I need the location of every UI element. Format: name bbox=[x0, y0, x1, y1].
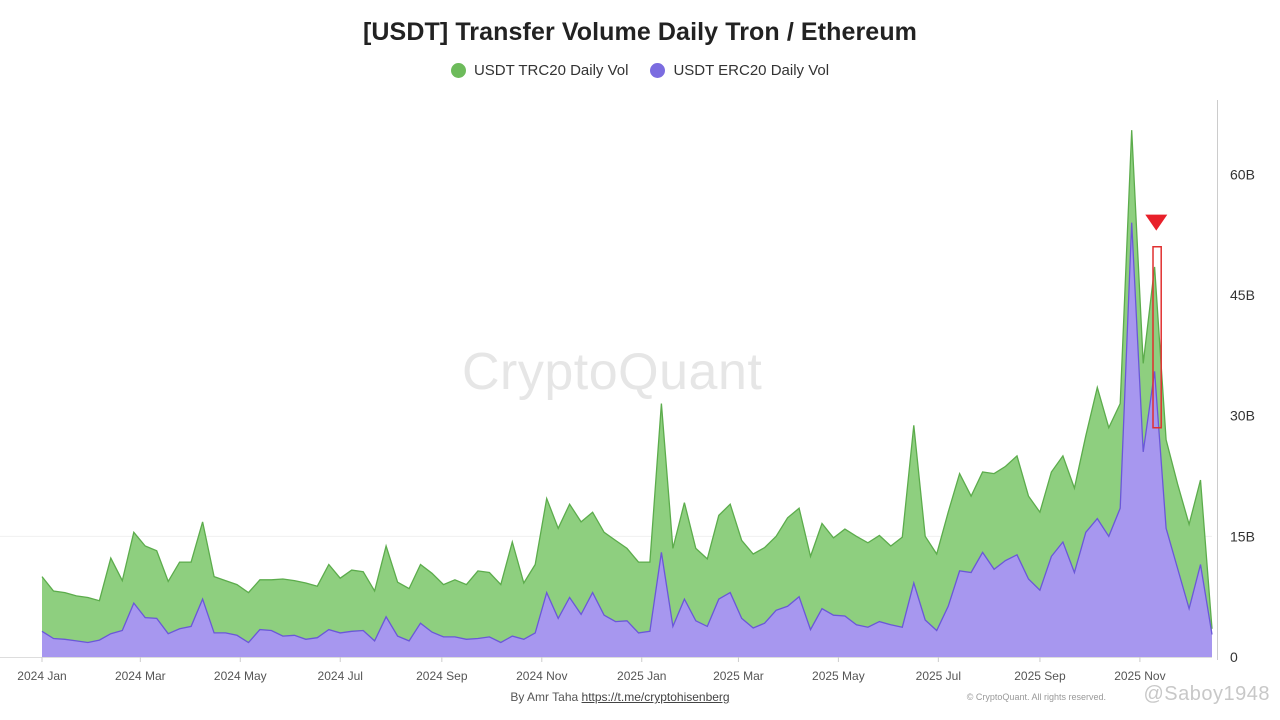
x-tick-label: 2024 Jan bbox=[17, 669, 66, 683]
area-series-1 bbox=[42, 222, 1212, 657]
x-tick-label: 2025 May bbox=[812, 669, 865, 683]
y-tick-label: 60B bbox=[1230, 166, 1255, 182]
x-tick-label: 2025 Nov bbox=[1114, 669, 1165, 683]
x-tick-label: 2025 Sep bbox=[1014, 669, 1066, 683]
legend-item-trc20[interactable]: USDT TRC20 Daily Vol bbox=[450, 62, 629, 79]
x-tick-label: 2025 Mar bbox=[713, 669, 764, 683]
legend-swatch-trc20 bbox=[450, 63, 466, 78]
line-series-1 bbox=[41, 222, 1213, 644]
area-series-0 bbox=[42, 130, 1212, 658]
y-tick-label: 45B bbox=[1230, 287, 1255, 303]
highlight-box bbox=[1152, 246, 1162, 429]
legend-item-erc20[interactable]: USDT ERC20 Daily Vol bbox=[650, 62, 829, 79]
down-arrow-marker bbox=[1145, 214, 1168, 231]
x-tick-label: 2024 May bbox=[214, 669, 267, 683]
copyright-notice: © CryptoQuant. All rights reserved. bbox=[966, 692, 1106, 702]
x-tick-label: 2024 Mar bbox=[115, 669, 166, 683]
x-tick-label: 2024 Nov bbox=[516, 669, 567, 683]
legend-swatch-erc20 bbox=[650, 63, 666, 78]
y-tick-label: 0 bbox=[1230, 649, 1238, 665]
legend-label-erc20: USDT ERC20 Daily Vol bbox=[673, 62, 830, 79]
credit-link[interactable]: https://t.me/cryptohisenberg bbox=[581, 690, 730, 704]
x-tick-label: 2024 Sep bbox=[416, 669, 468, 683]
credit-author: By Amr Taha bbox=[510, 690, 579, 704]
x-tick-label: 2025 Jul bbox=[916, 669, 961, 683]
legend-label-trc20: USDT TRC20 Daily Vol bbox=[473, 62, 629, 79]
cryptoquant-watermark: CryptoQuant bbox=[462, 343, 763, 401]
chart-credit: By Amr Taha https://t.me/cryptohisenberg bbox=[0, 690, 1240, 704]
y-tick-label: 15B bbox=[1230, 528, 1255, 544]
x-tick-label: 2025 Jan bbox=[617, 669, 666, 683]
chart-title: [USDT] Transfer Volume Daily Tron / Ethe… bbox=[362, 18, 918, 46]
user-watermark: @Saboy1948 bbox=[1143, 683, 1270, 705]
y-tick-label: 30B bbox=[1230, 408, 1255, 424]
chart-legend: USDT TRC20 Daily Vol USDT ERC20 Daily Vo… bbox=[0, 62, 1280, 79]
x-tick-label: 2024 Jul bbox=[318, 669, 363, 683]
line-series-0 bbox=[41, 130, 1213, 629]
